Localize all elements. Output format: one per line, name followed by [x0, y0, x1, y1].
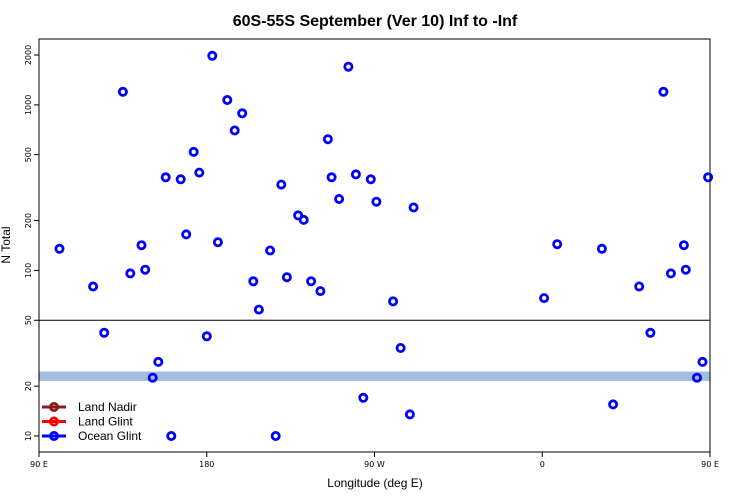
data-point — [207, 50, 218, 61]
legend-label: Ocean Glint — [78, 429, 142, 443]
data-point — [358, 392, 369, 403]
data-point — [408, 202, 419, 213]
data-point — [125, 268, 136, 279]
data-point — [697, 356, 708, 367]
data-point — [596, 243, 607, 254]
y-tick-label: 50 — [24, 315, 33, 325]
data-point — [315, 286, 326, 297]
y-tick-label: 200 — [24, 213, 33, 228]
data-point — [395, 342, 406, 353]
x-axis-ticks: 90 E 180 90 W 0 90 E — [30, 452, 719, 469]
data-point — [645, 327, 656, 338]
x-tick-label: 90 E — [701, 460, 719, 469]
y-tick-label: 10 — [24, 431, 33, 441]
data-point — [194, 167, 205, 178]
data-point — [680, 264, 691, 275]
y-tick-label: 2000 — [24, 45, 33, 65]
data-point — [692, 372, 703, 383]
data-point — [343, 61, 354, 72]
x-tick-label: 90 E — [30, 460, 48, 469]
data-point — [608, 399, 619, 410]
data-point — [222, 95, 233, 106]
y-tick-label: 1000 — [24, 95, 33, 115]
x-tick-label: 0 — [540, 460, 545, 469]
data-point — [99, 327, 110, 338]
data-point — [188, 146, 199, 157]
data-point — [140, 264, 151, 275]
data-point — [634, 281, 645, 292]
data-point — [298, 214, 309, 225]
y-axis-ticks: 10 20 50 100 200 500 1000 2000 — [24, 45, 39, 441]
data-point — [326, 172, 337, 183]
data-point — [212, 237, 223, 248]
data-point — [147, 372, 158, 383]
data-point — [54, 243, 65, 254]
legend-swatch-marker — [49, 401, 60, 412]
data-point — [404, 409, 415, 420]
data-point — [334, 193, 345, 204]
data-point — [678, 240, 689, 251]
data-point — [322, 134, 333, 145]
data-point — [248, 276, 259, 287]
data-point — [136, 240, 147, 251]
data-point — [658, 86, 669, 97]
data-point — [371, 196, 382, 207]
data-point — [160, 172, 171, 183]
legend-label: Land Glint — [78, 415, 133, 429]
x-axis-label: Longitude (deg E) — [327, 476, 422, 490]
data-point — [306, 276, 317, 287]
data-point — [552, 239, 563, 250]
y-tick-label: 100 — [24, 263, 33, 278]
data-point — [539, 293, 550, 304]
data-point — [388, 296, 399, 307]
data-points-layer — [54, 50, 714, 441]
legend-label: Land Nadir — [78, 400, 137, 414]
data-point — [703, 172, 714, 183]
data-point — [365, 174, 376, 185]
data-point — [229, 125, 240, 136]
data-point — [270, 430, 281, 441]
x-tick-label: 180 — [199, 460, 214, 469]
y-tick-label: 500 — [24, 147, 33, 162]
data-point — [201, 331, 212, 342]
legend-swatch-marker — [49, 430, 60, 441]
data-point — [265, 245, 276, 256]
highlight-band — [39, 371, 710, 381]
data-point — [237, 108, 248, 119]
data-point — [117, 86, 128, 97]
chart-title: 60S-55S September (Ver 10) Inf to -Inf — [233, 13, 518, 30]
x-tick-label: 90 W — [364, 460, 385, 469]
plot-frame — [38, 38, 711, 453]
highlight-band-layer — [39, 371, 710, 381]
data-point — [253, 304, 264, 315]
data-point — [181, 229, 192, 240]
y-axis-label: N Total — [0, 226, 13, 263]
data-point — [88, 281, 99, 292]
data-point — [281, 272, 292, 283]
data-point — [350, 169, 361, 180]
data-point — [153, 356, 164, 367]
data-point — [665, 268, 676, 279]
legend-swatch-marker — [49, 416, 60, 427]
data-point — [175, 174, 186, 185]
data-point — [276, 179, 287, 190]
data-point — [166, 430, 177, 441]
y-tick-label: 20 — [24, 381, 33, 391]
